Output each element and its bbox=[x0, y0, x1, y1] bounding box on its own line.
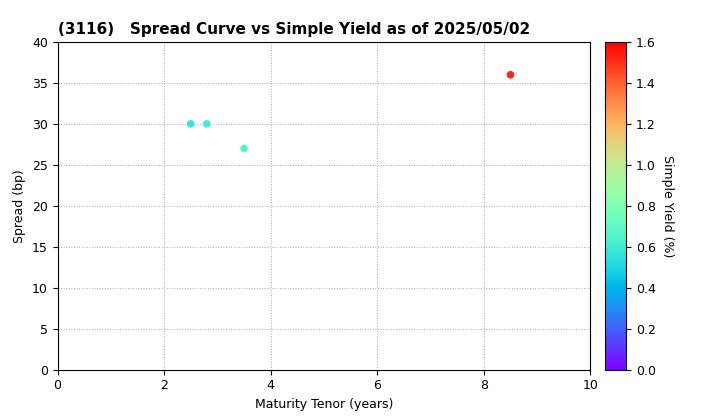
Point bbox=[201, 121, 212, 127]
Point bbox=[185, 121, 197, 127]
Text: (3116)   Spread Curve vs Simple Yield as of 2025/05/02: (3116) Spread Curve vs Simple Yield as o… bbox=[58, 22, 530, 37]
Point bbox=[505, 71, 516, 78]
Point bbox=[238, 145, 250, 152]
Y-axis label: Simple Yield (%): Simple Yield (%) bbox=[661, 155, 674, 257]
X-axis label: Maturity Tenor (years): Maturity Tenor (years) bbox=[255, 398, 393, 411]
Y-axis label: Spread (bp): Spread (bp) bbox=[14, 169, 27, 243]
